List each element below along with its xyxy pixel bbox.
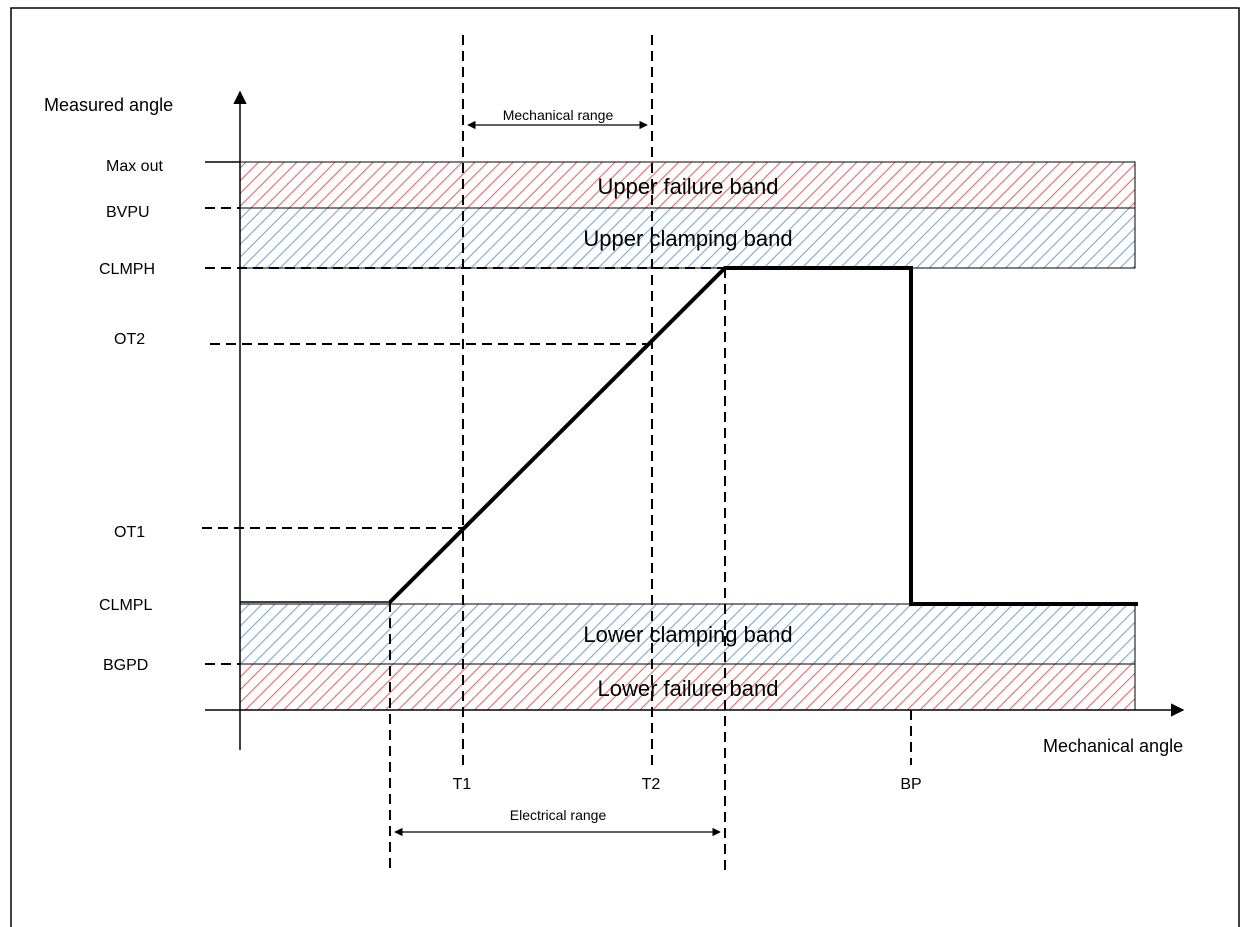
electrical-range-label: Electrical range	[510, 807, 607, 823]
ot1-label: OT1	[114, 524, 145, 541]
max-out-label: Max out	[106, 158, 163, 175]
upper-clamping-band	[239, 207, 1136, 269]
clmpl-label: CLMPL	[99, 597, 152, 614]
upper-failure-band	[239, 161, 1136, 209]
bgpd-label: BGPD	[103, 657, 148, 674]
upper-clamping-band-label: Upper clamping band	[583, 226, 792, 251]
diagram-frame	[10, 7, 1240, 927]
bvpu-label: BVPU	[106, 204, 150, 221]
bp-label: BP	[900, 776, 921, 793]
y-axis-label: Measured angle	[44, 95, 173, 115]
ot2-label: OT2	[114, 331, 145, 348]
upper-failure-band-label: Upper failure band	[597, 174, 778, 199]
clmph-label: CLMPH	[99, 261, 155, 278]
mechanical-range-label: Mechanical range	[503, 107, 614, 123]
lower-clamping-band-label: Lower clamping band	[583, 622, 792, 647]
t1-label: T1	[453, 776, 472, 793]
lower-failure-band-label: Lower failure band	[597, 676, 778, 701]
x-axis-label: Mechanical angle	[1043, 736, 1183, 756]
t2-label: T2	[642, 776, 661, 793]
output-characteristic-curve	[388, 266, 1138, 606]
